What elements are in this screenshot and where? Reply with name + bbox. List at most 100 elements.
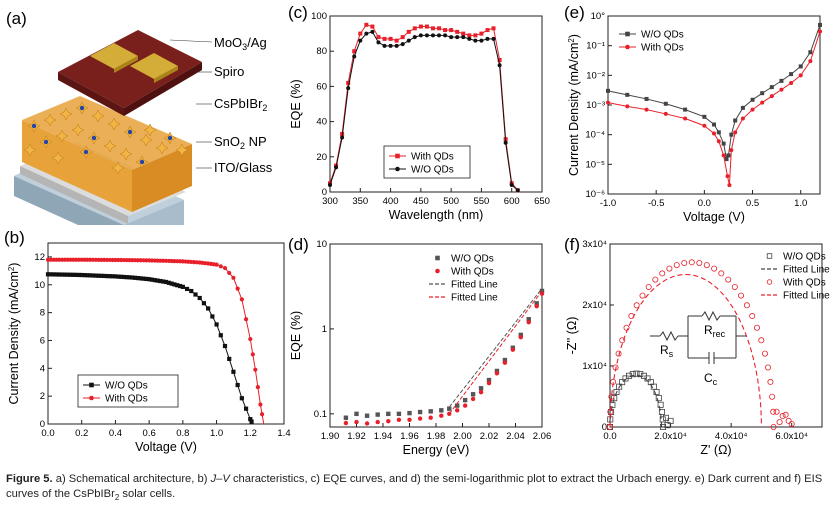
- data-point: [733, 130, 738, 135]
- data-point: [731, 283, 738, 290]
- data-point: [418, 33, 423, 38]
- y-tick-label: 12: [34, 252, 45, 263]
- y-tick-label: 10°: [591, 11, 606, 22]
- data-point: [370, 24, 375, 29]
- y-tick-label: 40: [316, 117, 327, 128]
- data-point: [666, 265, 673, 272]
- fitted-semicircle: [609, 273, 762, 428]
- data-point: [250, 352, 255, 357]
- data-point: [417, 409, 423, 415]
- data-point: [248, 336, 253, 342]
- data-point: [534, 301, 539, 306]
- data-point: [166, 280, 171, 285]
- data-point: [629, 371, 636, 378]
- data-point: [376, 40, 381, 45]
- legend-entry: Fitted Line: [451, 293, 498, 304]
- y-axis-label: Current Density (mA/cm2): [7, 263, 21, 405]
- x-axis-label: Wavelength (nm): [389, 208, 484, 222]
- data-point: [779, 87, 784, 92]
- data-point: [149, 277, 155, 282]
- fitted-line: [448, 288, 543, 408]
- data-point: [619, 337, 626, 344]
- data-point: [725, 276, 732, 283]
- data-point: [443, 28, 448, 33]
- data-point: [177, 283, 183, 289]
- caption-part-5: solar cells.: [119, 488, 176, 500]
- data-point: [407, 410, 412, 416]
- data-point: [639, 292, 646, 299]
- panel-d-urbach-chart: (d) 1.90 1.92 1.94 1.96 1.98 2.00 2.02 2.04 2.06 0…: [288, 235, 551, 457]
- data-point: [239, 396, 244, 401]
- data-point: [455, 29, 460, 34]
- data-point: [79, 272, 84, 278]
- data-point: [59, 272, 65, 277]
- legend-entry: With QDs: [451, 267, 494, 278]
- data-point: [248, 417, 253, 422]
- data-point: [702, 114, 707, 119]
- data-point: [712, 122, 716, 127]
- y-tick-label: 0: [602, 422, 607, 433]
- data-point: [249, 419, 254, 424]
- data-point: [782, 411, 789, 418]
- data-point: [726, 153, 731, 158]
- data-point: [539, 288, 545, 294]
- data-point: [89, 395, 94, 401]
- data-point: [354, 411, 359, 417]
- perovskite-crystal: [139, 133, 153, 147]
- qd-dot: [83, 149, 89, 155]
- data-point: [660, 423, 667, 430]
- data-point: [437, 33, 442, 38]
- data-point: [625, 92, 630, 97]
- data-point: [386, 411, 391, 417]
- data-point: [412, 26, 417, 31]
- data-point: [214, 322, 219, 327]
- data-point: [104, 273, 110, 279]
- data-point: [766, 253, 773, 259]
- data-point: [473, 38, 478, 43]
- data-point: [758, 337, 765, 344]
- data-point: [663, 414, 670, 421]
- data-point: [494, 368, 500, 374]
- data-point: [449, 28, 454, 33]
- data-point: [214, 262, 219, 267]
- legend-box: [77, 374, 179, 408]
- x-tick-label: 400: [383, 196, 399, 207]
- data-point: [518, 332, 523, 338]
- data-point: [760, 100, 765, 105]
- data-point: [395, 166, 400, 172]
- x-tick-label: 0.0: [41, 428, 54, 439]
- data-point: [518, 334, 523, 340]
- data-point: [659, 270, 666, 277]
- data-point: [110, 274, 115, 279]
- data-point: [222, 343, 228, 349]
- y-tick-label: 2x10⁴: [582, 300, 607, 311]
- perovskite-crystal: [23, 143, 37, 157]
- data-point: [127, 275, 132, 280]
- caption-jv: J–V: [210, 473, 230, 485]
- x-tick-label: 1.2: [244, 428, 257, 439]
- data-point: [673, 262, 680, 269]
- x-tick-label: 0.6: [143, 428, 156, 439]
- data-point: [818, 22, 822, 27]
- data-point: [767, 378, 774, 385]
- data-point: [766, 279, 773, 285]
- data-point: [623, 324, 630, 331]
- perovskite-crystal: [107, 117, 121, 131]
- data-point: [370, 29, 375, 34]
- y-tick-label: 10⁻⁵: [585, 159, 605, 170]
- legend-entry: W/O QDs: [451, 254, 494, 265]
- data-point: [118, 274, 124, 279]
- data-point: [773, 408, 780, 415]
- panel-c-eqe-chart: (c) 300 350 400 450 500 550 600 650 0 20 40 60 80 100 W…: [288, 3, 550, 222]
- x-tick-label: 1.90: [321, 431, 340, 442]
- data-point: [439, 408, 444, 413]
- x-tick-label: 2.04: [506, 431, 525, 442]
- data-point: [510, 347, 516, 352]
- perovskite-layer: [22, 96, 192, 212]
- data-point: [227, 270, 232, 276]
- data-point: [443, 33, 448, 38]
- x-tick-label: 2.0x10⁴: [654, 431, 687, 442]
- data-point: [769, 393, 776, 400]
- data-point: [407, 417, 412, 423]
- data-point: [99, 273, 104, 278]
